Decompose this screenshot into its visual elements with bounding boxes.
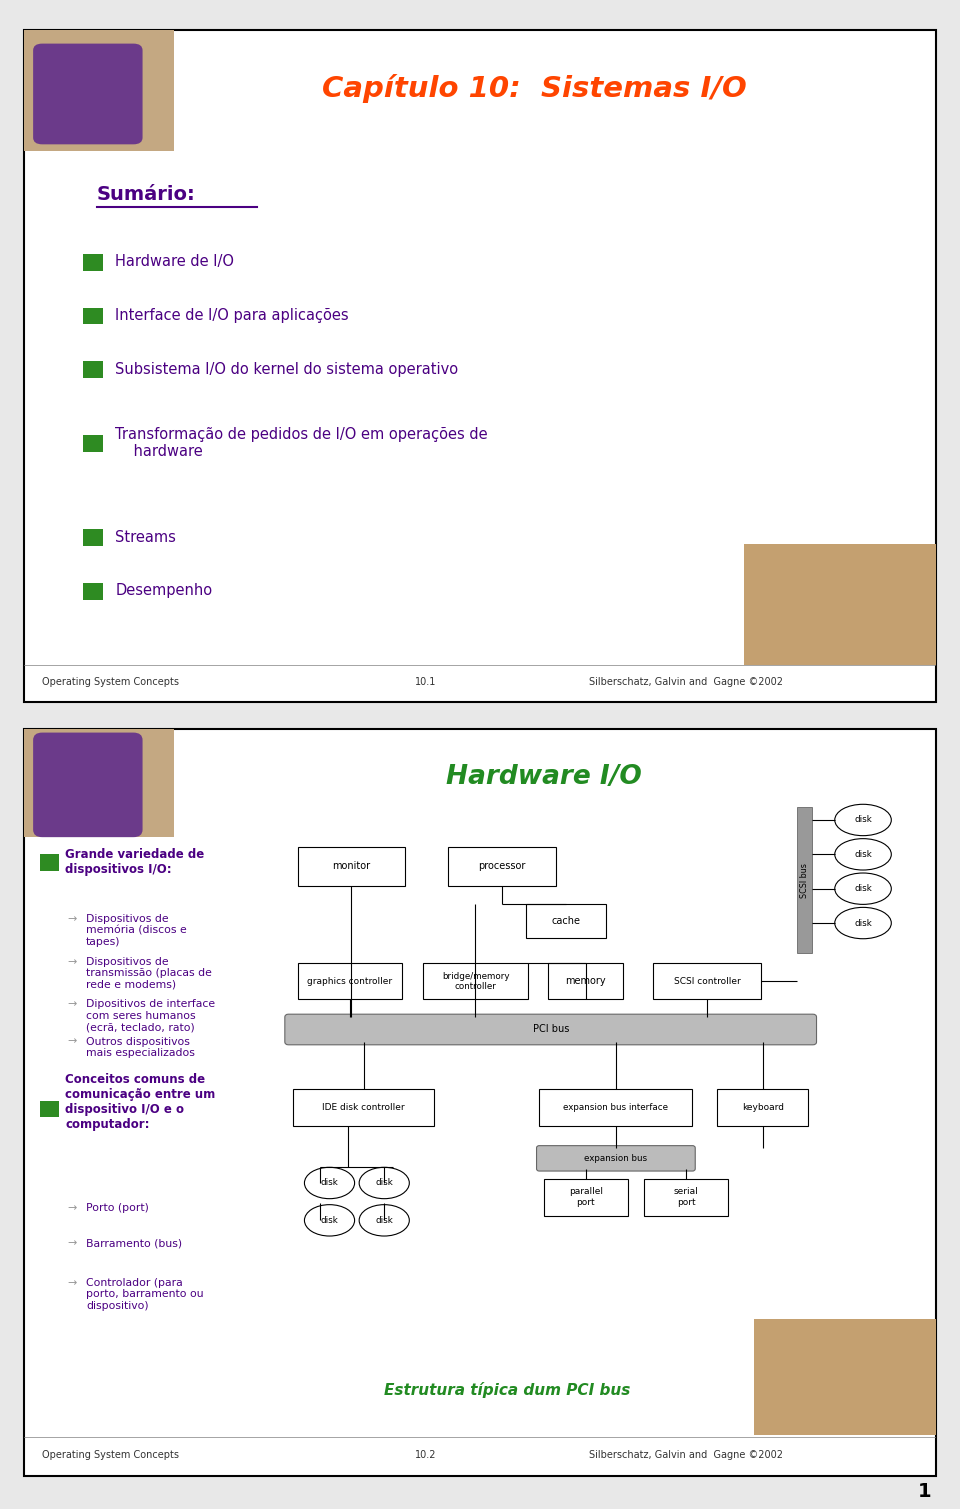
Text: 1: 1 (918, 1482, 931, 1501)
FancyBboxPatch shape (717, 1089, 808, 1126)
Bar (40, 1102, 59, 1117)
Bar (84, 582, 104, 599)
Text: disk: disk (854, 850, 872, 859)
Ellipse shape (304, 1204, 354, 1236)
Text: Dispositivos de
transmissão (placas de
rede e modems): Dispositivos de transmissão (placas de r… (86, 957, 212, 990)
FancyBboxPatch shape (33, 44, 142, 145)
Text: serial
port: serial port (674, 1188, 699, 1207)
Text: →: → (68, 957, 77, 967)
FancyBboxPatch shape (543, 1179, 628, 1216)
Text: Silberschatz, Galvin and  Gagne ©2002: Silberschatz, Galvin and Gagne ©2002 (589, 676, 783, 687)
Text: SCSI bus: SCSI bus (801, 863, 809, 898)
Text: processor: processor (478, 862, 525, 871)
Text: Estrutura típica dum PCI bus: Estrutura típica dum PCI bus (384, 1382, 631, 1397)
Text: disk: disk (854, 884, 872, 893)
Bar (84, 435, 104, 451)
Text: monitor: monitor (332, 862, 371, 871)
FancyBboxPatch shape (526, 904, 606, 939)
Text: disk: disk (321, 1179, 338, 1188)
Text: cache: cache (551, 916, 580, 927)
Bar (40, 854, 59, 871)
Text: IDE disk controller: IDE disk controller (323, 1103, 405, 1112)
FancyBboxPatch shape (644, 1179, 728, 1216)
Text: disk: disk (375, 1216, 393, 1225)
Text: Conceitos comuns de
comunicação entre um
dispositivo I/O e o
computador:: Conceitos comuns de comunicação entre um… (65, 1073, 215, 1132)
Bar (84, 308, 104, 324)
Text: graphics controller: graphics controller (307, 976, 393, 985)
Text: →: → (68, 1278, 77, 1287)
Text: Outros dispositivos
mais especializados: Outros dispositivos mais especializados (86, 1037, 195, 1058)
FancyBboxPatch shape (298, 847, 405, 886)
Text: memory: memory (565, 976, 606, 987)
FancyBboxPatch shape (754, 1319, 936, 1435)
FancyBboxPatch shape (423, 963, 528, 999)
Text: Subsistema I/O do kernel do sistema operativo: Subsistema I/O do kernel do sistema oper… (115, 362, 458, 377)
Text: parallel
port: parallel port (568, 1188, 603, 1207)
Text: SCSI controller: SCSI controller (674, 976, 740, 985)
Text: Hardware I/O: Hardware I/O (446, 765, 641, 791)
FancyBboxPatch shape (285, 1014, 817, 1044)
Text: Hardware de I/O: Hardware de I/O (115, 255, 234, 269)
Ellipse shape (359, 1204, 409, 1236)
Text: expansion bus interface: expansion bus interface (564, 1103, 668, 1112)
Text: Sumário:: Sumário: (97, 186, 196, 204)
FancyBboxPatch shape (293, 1089, 434, 1126)
Ellipse shape (359, 1168, 409, 1198)
FancyBboxPatch shape (548, 963, 623, 999)
Text: disk: disk (375, 1179, 393, 1188)
Text: Desempenho: Desempenho (115, 584, 212, 599)
FancyBboxPatch shape (298, 963, 402, 999)
FancyBboxPatch shape (653, 963, 761, 999)
Text: Controlador (para
porto, barramento ou
dispositivo): Controlador (para porto, barramento ou d… (86, 1278, 204, 1311)
FancyBboxPatch shape (24, 729, 936, 1476)
FancyBboxPatch shape (448, 847, 556, 886)
Text: Dipositivos de interface
com seres humanos
(ecrã, teclado, rato): Dipositivos de interface com seres human… (86, 999, 215, 1032)
Text: Barramento (bus): Barramento (bus) (86, 1239, 182, 1248)
Text: disk: disk (321, 1216, 338, 1225)
Text: expansion bus: expansion bus (585, 1154, 647, 1163)
Ellipse shape (835, 804, 891, 836)
Text: Interface de I/O para aplicações: Interface de I/O para aplicações (115, 308, 348, 323)
FancyBboxPatch shape (540, 1089, 692, 1126)
Bar (84, 254, 104, 270)
Text: Dispositivos de
memória (discos e
tapes): Dispositivos de memória (discos e tapes) (86, 914, 187, 948)
Text: →: → (68, 1037, 77, 1047)
Text: Porto (port): Porto (port) (86, 1203, 149, 1213)
Ellipse shape (835, 907, 891, 939)
Text: Operating System Concepts: Operating System Concepts (42, 676, 180, 687)
Text: Transformação de pedidos de I/O em operações de
    hardware: Transformação de pedidos de I/O em opera… (115, 427, 488, 459)
FancyBboxPatch shape (24, 729, 175, 837)
Bar (84, 530, 104, 546)
Text: PCI bus: PCI bus (533, 1025, 569, 1034)
Ellipse shape (835, 874, 891, 904)
FancyBboxPatch shape (24, 30, 936, 702)
Text: Grande variedade de
dispositivos I/O:: Grande variedade de dispositivos I/O: (65, 848, 204, 875)
Ellipse shape (835, 839, 891, 871)
Bar (84, 361, 104, 379)
Ellipse shape (304, 1168, 354, 1198)
Text: keyboard: keyboard (742, 1103, 783, 1112)
Text: →: → (68, 914, 77, 924)
Text: →: → (68, 1203, 77, 1213)
Text: →: → (68, 999, 77, 1010)
Text: →: → (68, 1239, 77, 1248)
Text: Streams: Streams (115, 530, 176, 545)
Text: Silberschatz, Galvin and  Gagne ©2002: Silberschatz, Galvin and Gagne ©2002 (589, 1450, 783, 1459)
Text: 10.1: 10.1 (415, 676, 436, 687)
FancyBboxPatch shape (33, 732, 142, 837)
FancyBboxPatch shape (745, 543, 936, 665)
Text: 10.2: 10.2 (415, 1450, 436, 1459)
Text: Capítulo 10:  Sistemas I/O: Capítulo 10: Sistemas I/O (323, 74, 747, 103)
Text: bridge/memory
controller: bridge/memory controller (443, 972, 510, 991)
FancyBboxPatch shape (537, 1145, 695, 1171)
Text: disk: disk (854, 919, 872, 928)
Bar (798, 807, 812, 954)
Text: disk: disk (854, 815, 872, 824)
FancyBboxPatch shape (24, 30, 175, 151)
Text: Operating System Concepts: Operating System Concepts (42, 1450, 180, 1459)
